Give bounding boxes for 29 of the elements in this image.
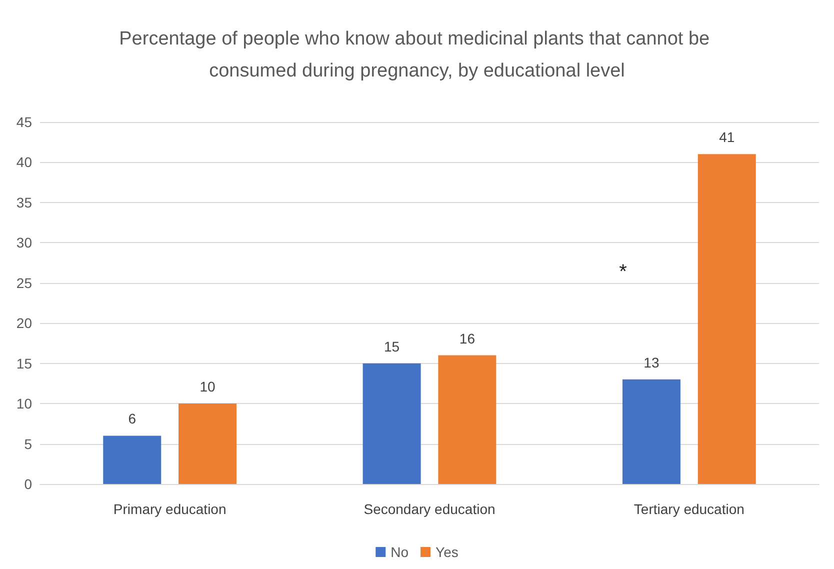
data-label: 16 xyxy=(459,330,476,346)
chart-title: Percentage of people who know about medicinal plants that cannot be consumed during pregnancy, by educational level xyxy=(119,28,715,82)
x-tick-label: Tertiary education xyxy=(634,501,744,517)
x-tick-label: Primary education xyxy=(113,501,226,517)
data-label: 15 xyxy=(384,338,400,354)
y-tick-label: 15 xyxy=(16,355,32,372)
y-tick-label: 30 xyxy=(16,234,32,251)
data-label: 6 xyxy=(128,410,136,427)
y-tick-label: 40 xyxy=(16,154,32,170)
data-label: 41 xyxy=(719,129,735,146)
y-tick-label: 45 xyxy=(16,114,32,130)
bar xyxy=(622,379,680,484)
y-tick-label: 10 xyxy=(16,396,32,412)
legend-label: No xyxy=(390,544,409,560)
y-tick-label: 35 xyxy=(16,194,32,210)
y-tick-label: 5 xyxy=(24,436,32,452)
y-tick-label: 25 xyxy=(16,274,32,291)
bar xyxy=(103,436,162,484)
legend-label: Yes xyxy=(436,544,458,560)
bar xyxy=(438,355,496,484)
x-tick-label: Secondary education xyxy=(364,501,496,517)
bar xyxy=(362,363,421,484)
data-label: 10 xyxy=(200,378,216,395)
y-tick-label: 20 xyxy=(16,315,32,332)
bar xyxy=(698,154,756,484)
y-tick-label: 0 xyxy=(24,476,32,492)
bar xyxy=(178,404,237,484)
annotation: * xyxy=(619,261,628,283)
data-label: 13 xyxy=(644,354,660,370)
